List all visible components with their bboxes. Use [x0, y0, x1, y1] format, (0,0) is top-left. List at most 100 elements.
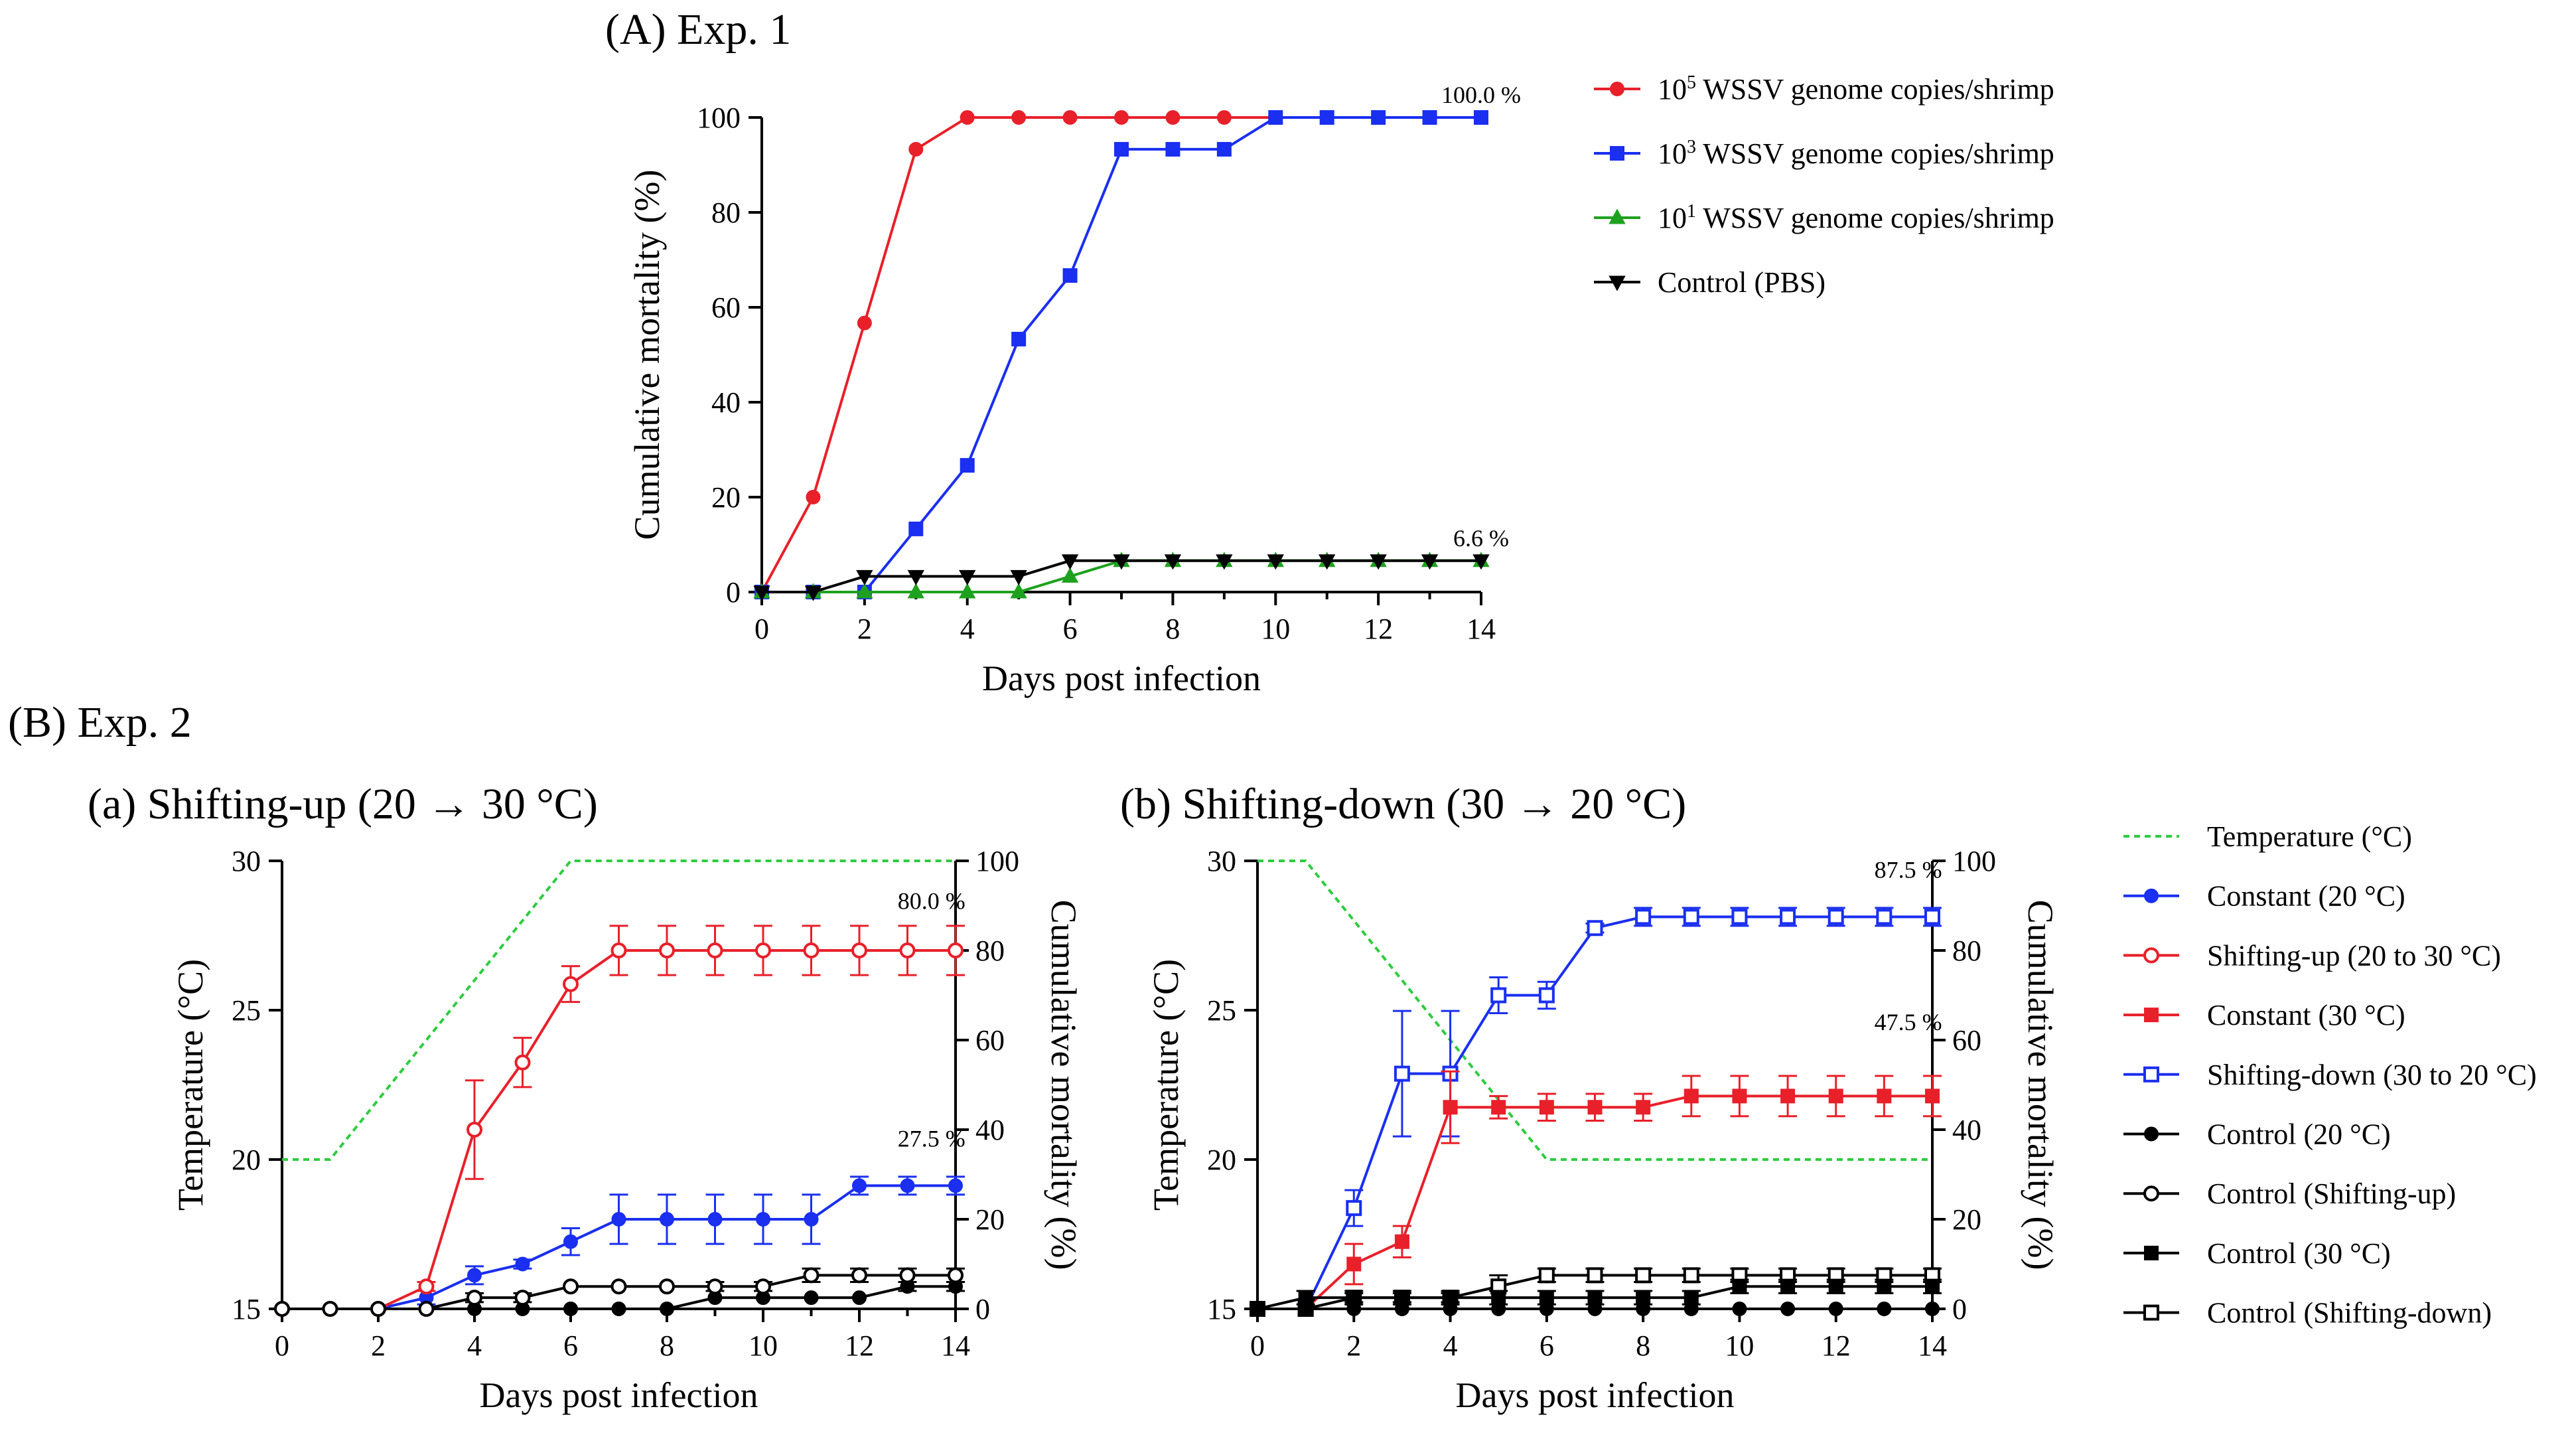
legend-item: Control (20 °C): [2123, 1118, 2391, 1151]
chart-shifting-up: 0 2 4 6 8 10 12 14 15 20 25 30 0 20 40 60 80 100 Temperatu…: [171, 845, 1084, 1415]
data-point: [1061, 554, 1079, 570]
data-point: [707, 942, 723, 958]
x-tick-label: 14: [941, 1329, 970, 1362]
x-tick-label: 0: [275, 1329, 289, 1362]
x-axis-title: Days post infection: [982, 658, 1261, 698]
legend-exp1: 105 WSSV genome copies/shrimp 103 WSSV ge…: [1594, 72, 2054, 299]
y-tick-right-label: 40: [1952, 1114, 1981, 1146]
data-point: [1877, 1089, 1892, 1104]
data-point: [908, 521, 924, 536]
data-point: [1062, 268, 1078, 283]
data-point: [1298, 1302, 1313, 1316]
y-tick-right-label: 40: [975, 1114, 1005, 1146]
data-point: [1011, 110, 1027, 125]
x-tick-label: 2: [1346, 1329, 1361, 1362]
data-point: [948, 1178, 963, 1193]
y-tick-right-label: 20: [975, 1203, 1005, 1236]
y-tick-left-label: 30: [232, 845, 261, 877]
data-point: [1394, 1234, 1409, 1249]
value-annotation: 27.5 %: [898, 1125, 966, 1152]
legend-label: Control (PBS): [1658, 266, 1825, 299]
y-tick-right-label: 0: [975, 1293, 990, 1325]
x-tick-label: 4: [960, 613, 975, 645]
data-point: [1587, 920, 1603, 937]
x-tick-label: 8: [1165, 613, 1180, 645]
legend-label: Control (30 °C): [2207, 1237, 2391, 1270]
temperature-line: [282, 860, 956, 1161]
data-point: [804, 585, 822, 601]
chart-exp1: 0 2 4 6 8 10 12 14 0 20 40 60 80 100 Cumulative mortal…: [627, 82, 1521, 698]
data-point: [467, 1268, 482, 1283]
legend-marker: [2143, 947, 2159, 964]
legend-marker: [1609, 275, 1626, 291]
data-point: [1925, 1279, 1940, 1294]
data-point: [563, 1234, 578, 1249]
y-axis-right-title: Cumulative mortality (%): [2021, 900, 2060, 1270]
data-point: [1216, 554, 1233, 570]
data-point: [948, 942, 964, 958]
data-point: [1491, 1100, 1506, 1115]
legend-label: Control (20 °C): [2207, 1118, 2391, 1151]
data-point: [1780, 1089, 1796, 1104]
data-point: [1216, 110, 1232, 125]
data-point: [755, 942, 771, 958]
x-tick-label: 6: [563, 1329, 578, 1362]
x-tick-label: 4: [467, 1329, 482, 1362]
data-point: [1061, 567, 1079, 583]
data-point: [1114, 110, 1129, 125]
series-10e5-wssv-genome-copies-shrimp: [754, 110, 1488, 599]
legend-marker: [2143, 1185, 2159, 1202]
data-point: [806, 490, 821, 504]
series-shifting-up-20-to-30-c: [274, 925, 965, 1317]
y-tick-right-label: 20: [1952, 1203, 1981, 1236]
legend-label: Temperature (°C): [2207, 820, 2412, 853]
data-point: [514, 1054, 531, 1071]
data-point: [1828, 1089, 1843, 1104]
value-annotation: 100.0 %: [1441, 82, 1521, 108]
data-point: [1828, 1302, 1843, 1316]
data-point: [1587, 1100, 1603, 1115]
data-point: [1732, 1302, 1747, 1316]
data-point: [1011, 331, 1027, 346]
data-point: [907, 569, 924, 585]
y-tick-label: 0: [726, 576, 741, 609]
legend-marker: [1610, 146, 1624, 161]
data-point: [1827, 909, 1844, 925]
x-tick-label: 14: [1918, 1329, 1947, 1362]
y-tick-right-label: 80: [1952, 935, 1981, 967]
legend-item: Shifting-down (30 to 20 °C): [2123, 1059, 2537, 1091]
legend-item: Shifting-up (20 to 30 °C): [2123, 939, 2501, 972]
legend-item: 105 WSSV genome copies/shrimp: [1594, 72, 2054, 106]
data-point: [1636, 1302, 1651, 1316]
legend-label: 103 WSSV genome copies/shrimp: [1658, 137, 2054, 170]
data-point: [1491, 1302, 1506, 1316]
y-tick-right-label: 60: [1952, 1024, 1981, 1057]
data-point: [1319, 554, 1336, 570]
series-line: [762, 116, 1481, 593]
x-tick-label: 10: [1261, 613, 1290, 645]
legend-label: 105 WSSV genome copies/shrimp: [1658, 72, 2054, 106]
data-point: [900, 1178, 915, 1193]
y-tick-label: 40: [711, 386, 741, 419]
value-annotation: 80.0 %: [898, 888, 966, 915]
data-point: [1346, 1200, 1362, 1217]
data-point: [1925, 1302, 1940, 1316]
series-control-20-c: [1250, 1302, 1940, 1316]
data-point: [1877, 1302, 1892, 1316]
y-axis-left-title: Temperature (°C): [171, 959, 210, 1211]
data-point: [1010, 569, 1027, 585]
series-control-30-c: [1250, 1278, 1942, 1316]
data-point: [1877, 1279, 1892, 1294]
data-point: [466, 1122, 482, 1138]
data-point: [856, 569, 873, 585]
data-point: [563, 1302, 578, 1316]
data-point: [1924, 909, 1940, 925]
data-point: [610, 942, 627, 958]
data-point: [803, 942, 820, 958]
data-point: [1165, 141, 1181, 157]
data-point: [1268, 110, 1283, 125]
value-annotation: 47.5 %: [1875, 1009, 1942, 1035]
x-tick-label: 6: [1063, 613, 1078, 645]
data-point: [1587, 1302, 1603, 1316]
y-axis-right-title: Cumulative mortality (%): [1044, 900, 1084, 1270]
